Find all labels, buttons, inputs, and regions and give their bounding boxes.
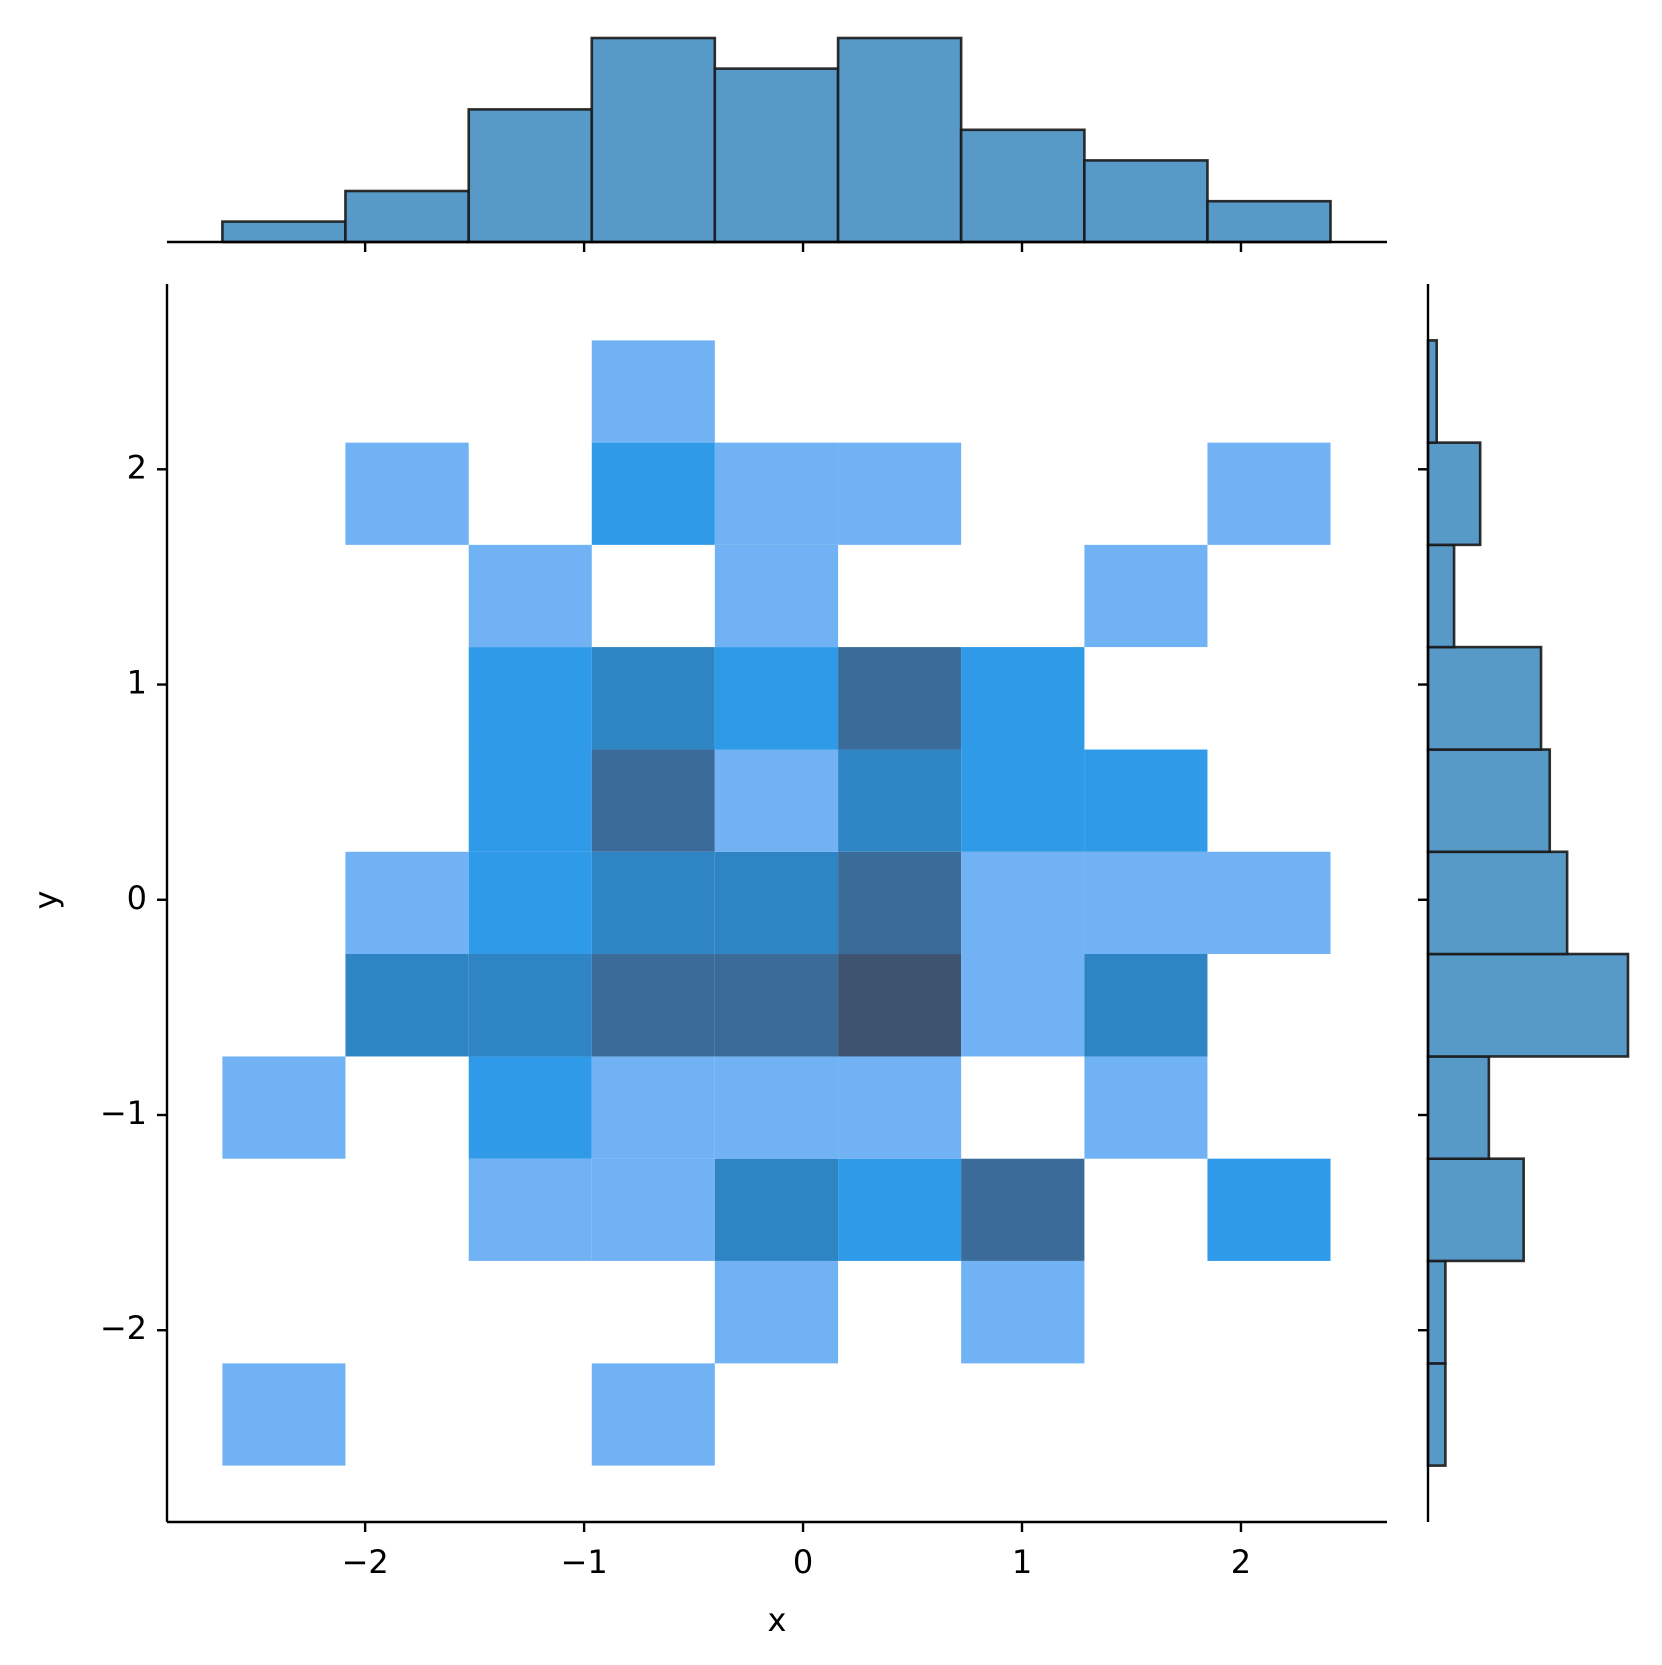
heat-cell — [961, 749, 1085, 852]
heat-cell — [591, 340, 715, 443]
heat-cell — [345, 954, 469, 1057]
heat-cell — [961, 647, 1085, 750]
marginal-x-bar — [590, 36, 717, 244]
heat-cell — [468, 544, 592, 648]
heat-cell — [838, 954, 962, 1057]
x-tick-label: −1 — [561, 1543, 608, 1581]
heat-cell — [222, 1056, 346, 1159]
heat-cell — [591, 647, 715, 750]
heat-cell — [714, 544, 839, 648]
marginal-y-bar — [1426, 441, 1482, 547]
heat-cell — [468, 749, 592, 852]
heat-cell — [838, 749, 962, 852]
heat-cell — [714, 1158, 839, 1261]
marginal-y-bar — [1426, 645, 1543, 751]
heat-cell — [1084, 544, 1208, 648]
marginal-y-bar — [1426, 748, 1552, 854]
heat-cell — [714, 442, 839, 545]
x-tick-label: −2 — [342, 1543, 389, 1581]
heat-cell — [714, 647, 839, 750]
heat-cell — [468, 954, 592, 1057]
y-tick-label: 2 — [127, 448, 147, 486]
heat-cell — [345, 442, 469, 545]
heat-cell — [591, 1056, 715, 1159]
heat-cell — [345, 851, 469, 955]
heat-cell — [468, 1158, 592, 1261]
marginal-x-bar — [713, 67, 840, 244]
x-tick-label: 0 — [793, 1543, 813, 1581]
heat-cell — [222, 1363, 346, 1466]
heat-cell — [591, 749, 715, 852]
marginal-y-bar — [1426, 952, 1630, 1058]
marginal-y-bar — [1426, 1157, 1525, 1263]
heat-cell — [591, 442, 715, 545]
marginal-y-bar — [1426, 850, 1569, 956]
heat-cell — [468, 851, 592, 955]
heat-cell — [838, 442, 962, 545]
marginal-y-bar — [1426, 543, 1456, 649]
marginal-x-bar — [836, 36, 963, 244]
x-axis-label: x — [768, 1601, 787, 1639]
marginal-x-bar — [344, 189, 471, 244]
heat-cell — [591, 954, 715, 1057]
y-tick-label: −2 — [100, 1309, 147, 1347]
heat-cell — [1207, 851, 1331, 955]
heat-cell — [468, 647, 592, 750]
marginal-y-bar — [1426, 1259, 1447, 1365]
heat-cell — [838, 1158, 962, 1261]
x-tick-label: 1 — [1012, 1543, 1032, 1581]
y-tick-label: 1 — [127, 664, 147, 702]
heat-cell — [714, 954, 839, 1057]
heat-cell — [468, 1056, 592, 1159]
heat-cell — [838, 647, 962, 750]
y-tick-label: 0 — [127, 879, 147, 917]
heat-cell — [838, 1056, 962, 1159]
y-axis-label: y — [27, 891, 65, 910]
heat-cell — [714, 1260, 839, 1364]
heat-cell — [591, 851, 715, 955]
marginal-x-bar — [467, 108, 594, 244]
heat-cell — [1207, 1158, 1331, 1261]
heat-cell — [1084, 851, 1208, 955]
heat-cell — [591, 1158, 715, 1261]
marginal-x-bar — [1083, 159, 1209, 244]
heat-cell — [714, 749, 839, 852]
heat-cell — [1207, 442, 1331, 545]
marginal-x-bar — [959, 128, 1086, 244]
marginal-y-bar — [1426, 1055, 1491, 1160]
heat-cell — [1084, 749, 1208, 852]
heat-cell — [961, 954, 1085, 1057]
heat-cell — [714, 851, 839, 955]
heat-cell — [1084, 954, 1208, 1057]
heat-cell — [961, 1260, 1085, 1364]
y-tick-label: −1 — [100, 1094, 147, 1132]
x-tick-label: 2 — [1231, 1543, 1251, 1581]
heat-cell — [714, 1056, 839, 1159]
heat-cell — [961, 1158, 1085, 1261]
marginal-y-bar — [1426, 339, 1438, 444]
marginal-x-bar — [221, 220, 347, 244]
heat-cell — [838, 851, 962, 955]
heat-cell — [591, 1363, 715, 1466]
marginal-y-bar — [1426, 1362, 1447, 1467]
heat-cell — [1084, 1056, 1208, 1159]
heat-cell — [961, 851, 1085, 955]
marginal-x-bar — [1206, 199, 1332, 244]
